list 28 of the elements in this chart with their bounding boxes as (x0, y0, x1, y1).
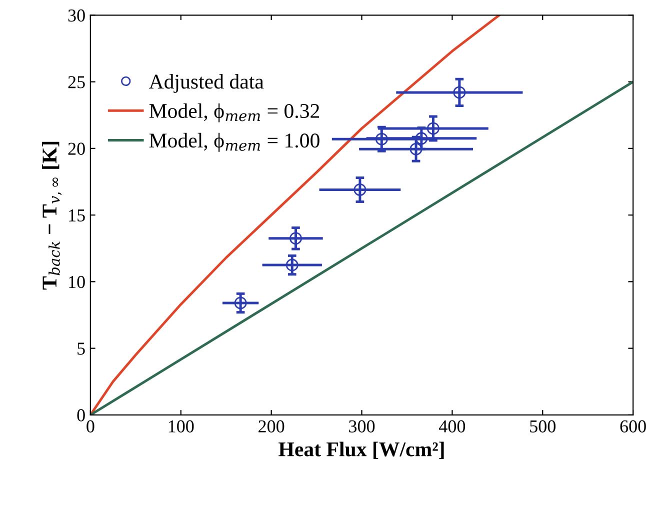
x-tick-label: 0 (86, 420, 94, 432)
y-tick-label: 15 (69, 209, 85, 222)
x-tick-label: 300 (349, 420, 375, 432)
legend-label: Adjusted data (148, 74, 264, 93)
point (289, 232, 302, 245)
y-tick-label: 20 (68, 142, 85, 155)
legend-label: Model, ϕ$_{mem}$ = 0.32 (149, 103, 320, 122)
x-axis-title: Heat Flux [W/cm²] (278, 442, 444, 459)
x-tick-label: 200 (258, 420, 284, 432)
y-tick-label: 5 (78, 342, 85, 355)
y-tick-label: 10 (69, 276, 85, 288)
point (375, 132, 388, 146)
x-tick-label: 100 (168, 420, 194, 432)
point (410, 142, 422, 156)
y-tick-label: 0 (77, 409, 85, 422)
x-tick-label: 500 (530, 420, 556, 432)
y-tick-label: 25 (68, 76, 85, 88)
point (453, 86, 466, 99)
point (354, 183, 366, 196)
x-tick-label: 600 (620, 420, 646, 432)
point (286, 258, 298, 272)
point (426, 122, 440, 135)
y-tick-label: 30 (68, 9, 85, 22)
legend-label: Model, ϕ$_{mem}$ = 1.00 (149, 132, 320, 152)
point (234, 296, 247, 310)
y-axis-title: T$_{back}$ − T$_{v,∞}$ [K] (42, 142, 62, 290)
x-tick-label: 400 (439, 420, 466, 432)
point (415, 132, 428, 145)
